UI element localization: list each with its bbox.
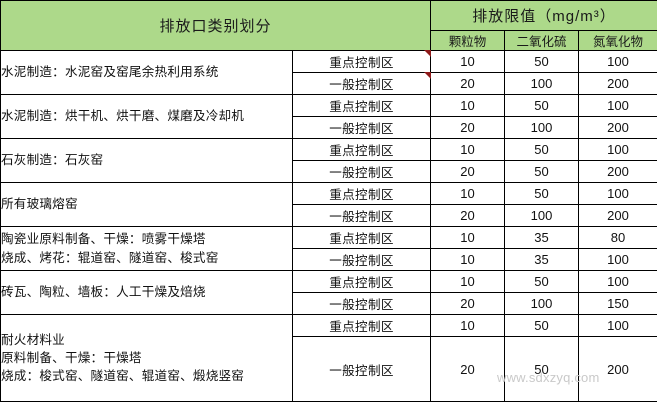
table-row: 陶瓷业原料制备、干燥：喷雾干燥塔 烧成、烤花：辊道窑、隧道窑、梭式窑 重点控制区 10… (0, 226, 657, 271)
table-row: 耐火材料业 原料制备、干燥：干燥塔 烧成：梭式窑、隧道窑、辊道窑、煅烧竖窑 重点控制区… (0, 314, 657, 402)
value-cell-pm: 20 (430, 116, 506, 139)
value-cell-pm: 10 (430, 138, 506, 161)
table-row: 水泥制造：烘干机、烘干磨、煤磨及冷却机 重点控制区 10 50 100 (0, 94, 657, 139)
value-cell-so2: 35 (504, 226, 580, 249)
control-zone-cell: 重点控制区 (291, 270, 432, 293)
emission-limits-table: 排放口类别划分 排放限值（mg/m³） 颗粒物 二氧化硫 氮氧化物 水泥制造：水… (0, 0, 657, 402)
value-cell-nox: 200 (578, 116, 657, 139)
category-cell: 水泥制造：水泥窑及窑尾余热利用系统 (0, 50, 293, 95)
value-cell-so2: 50 (504, 160, 580, 183)
value-cell-pm: 10 (430, 182, 506, 205)
value-cell-nox: 100 (578, 314, 657, 337)
control-zone-cell: 一般控制区 (291, 292, 432, 315)
control-zone-cell: 重点控制区 (291, 50, 432, 73)
value-cell-so2: 50 (504, 182, 580, 205)
header-pollutant-so2: 二氧化硫 (504, 30, 580, 51)
table-body: 水泥制造：水泥窑及窑尾余热利用系统 重点控制区 10 50 100 一般控制区 20 100 2… (0, 50, 657, 402)
control-zone-cell: 一般控制区 (291, 116, 432, 139)
header-category: 排放口类别划分 (0, 0, 432, 51)
value-cell-so2: 100 (504, 116, 580, 139)
header-pollutant-pm: 颗粒物 (430, 30, 506, 51)
value-cell-pm: 10 (430, 94, 506, 117)
value-cell-pm: 10 (430, 248, 506, 271)
control-zone-cell: 重点控制区 (291, 182, 432, 205)
value-cell-pm: 20 (430, 72, 506, 95)
value-cell-so2: 50 (504, 270, 580, 293)
control-zone-cell: 一般控制区 (291, 160, 432, 183)
table-row: 一般控制区 20 100 150 (1, 292, 657, 315)
table-row: 一般控制区 20 50 200 (1, 160, 657, 183)
category-cell: 石灰制造：石灰窑 (0, 138, 293, 183)
control-zone-cell: 重点控制区 (291, 138, 432, 161)
value-cell-pm: 20 (430, 292, 506, 315)
control-zone-cell: 一般控制区 (291, 72, 432, 95)
header-row-pollutants: 颗粒物 二氧化硫 氮氧化物 (1, 30, 657, 51)
category-cell: 砖瓦、陶粒、墙板：人工干燥及焙烧 (0, 270, 293, 315)
value-cell-so2: 50 (504, 50, 580, 73)
table-row: 所有玻璃熔窑 重点控制区 10 50 100 (0, 182, 657, 227)
header-pollutant-nox: 氮氧化物 (578, 30, 657, 51)
value-cell-nox: 200 (578, 204, 657, 227)
value-cell-pm: 10 (430, 226, 506, 249)
table-header: 排放口类别划分 排放限值（mg/m³） 颗粒物 二氧化硫 氮氧化物 (0, 0, 657, 51)
table-row: 一般控制区 20 100 200 (1, 72, 657, 95)
value-cell-so2: 50 (504, 94, 580, 117)
control-zone-cell: 重点控制区 (291, 226, 432, 249)
control-zone-cell: 一般控制区 (291, 204, 432, 227)
table-row: 石灰制造：石灰窑 重点控制区 10 50 100 (0, 138, 657, 183)
value-cell-so2: 50 (504, 336, 580, 402)
value-cell-pm: 10 (430, 314, 506, 337)
value-cell-nox: 200 (578, 160, 657, 183)
value-cell-pm: 20 (430, 204, 506, 227)
value-cell-pm: 10 (430, 270, 506, 293)
control-zone-cell: 重点控制区 (291, 314, 432, 337)
value-cell-so2: 100 (504, 204, 580, 227)
value-cell-nox: 100 (578, 182, 657, 205)
value-cell-nox: 200 (578, 72, 657, 95)
control-zone-cell: 重点控制区 (291, 94, 432, 117)
value-cell-nox: 100 (578, 138, 657, 161)
value-cell-so2: 50 (504, 314, 580, 337)
value-cell-nox: 80 (578, 226, 657, 249)
value-cell-so2: 100 (504, 292, 580, 315)
comment-marker-icon (424, 50, 432, 57)
value-cell-nox: 200 (578, 336, 657, 402)
value-cell-pm: 20 (430, 336, 506, 402)
category-cell: 耐火材料业 原料制备、干燥：干燥塔 烧成：梭式窑、隧道窑、辊道窑、煅烧竖窑 (0, 314, 293, 402)
value-cell-nox: 150 (578, 292, 657, 315)
comment-marker-icon (424, 72, 432, 79)
value-cell-so2: 100 (504, 72, 580, 95)
value-cell-pm: 20 (430, 160, 506, 183)
category-cell: 陶瓷业原料制备、干燥：喷雾干燥塔 烧成、烤花：辊道窑、隧道窑、梭式窑 (0, 226, 293, 271)
header-emission-limits: 排放限值（mg/m³） (430, 0, 657, 31)
table-row: 一般控制区 20 100 200 (1, 204, 657, 227)
category-cell: 所有玻璃熔窑 (0, 182, 293, 227)
value-cell-nox: 100 (578, 270, 657, 293)
value-cell-nox: 100 (578, 94, 657, 117)
control-zone-cell: 一般控制区 (291, 336, 432, 402)
value-cell-nox: 100 (578, 50, 657, 73)
value-cell-pm: 10 (430, 50, 506, 73)
table-row: 一般控制区 20 50 200 (1, 336, 657, 402)
table-row: 水泥制造：水泥窑及窑尾余热利用系统 重点控制区 10 50 100 (0, 50, 657, 95)
value-cell-so2: 35 (504, 248, 580, 271)
header-row-top: 排放口类别划分 排放限值（mg/m³） (0, 0, 657, 51)
value-cell-nox: 100 (578, 248, 657, 271)
table-row: 砖瓦、陶粒、墙板：人工干燥及焙烧 重点控制区 10 50 100 (0, 270, 657, 315)
value-cell-so2: 50 (504, 138, 580, 161)
control-zone-cell: 一般控制区 (291, 248, 432, 271)
category-cell: 水泥制造：烘干机、烘干磨、煤磨及冷却机 (0, 94, 293, 139)
